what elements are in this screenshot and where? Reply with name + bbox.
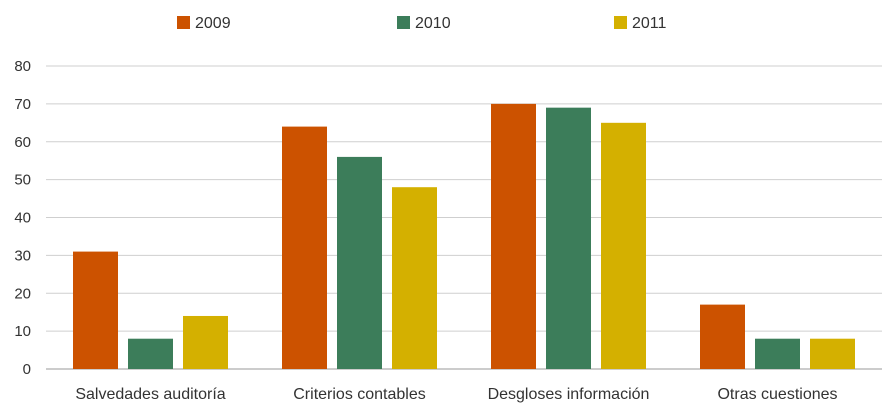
bar-2010-2 [546,107,591,369]
legend-swatch-2010 [397,16,410,29]
bar-2011-0 [183,315,228,369]
gridlines [46,65,882,370]
y-tick-label: 80 [14,58,31,75]
bar-2009-1 [282,126,327,369]
legend-label-2009: 2009 [195,15,231,32]
bar-2011-2 [601,122,646,369]
y-tick-label: 60 [14,134,31,151]
bar-2011-1 [392,187,437,369]
bar-2010-1 [337,156,382,369]
y-tick-label: 30 [14,247,31,264]
x-tick-label: Criterios contables [293,386,426,403]
bar-2009-2 [491,103,536,369]
y-axis: 0 10 20 30 40 50 60 70 80 [14,58,31,378]
legend-swatch-2011 [614,16,627,29]
bar-2010-0 [128,338,173,369]
x-tick-label: Salvedades auditoría [75,386,225,403]
y-tick-label: 20 [14,285,31,302]
x-tick-label: Otras cuestiones [717,386,837,403]
bars [73,103,855,369]
legend: 2009 2010 2011 [177,15,667,32]
y-tick-label: 50 [14,172,31,189]
x-tick-label: Desgloses información [488,386,650,403]
x-axis: Salvedades auditoría Criterios contables D… [75,386,837,403]
bar-2009-3 [700,304,745,369]
bar-2011-3 [810,338,855,369]
y-tick-label: 10 [14,323,31,340]
y-tick-label: 40 [14,210,31,227]
legend-label-2010: 2010 [415,15,451,32]
y-tick-label: 0 [23,361,31,378]
bar-2010-3 [755,338,800,369]
y-tick-label: 70 [14,96,31,113]
legend-label-2011: 2011 [632,15,667,32]
legend-swatch-2009 [177,16,190,29]
bar-2009-0 [73,251,118,369]
